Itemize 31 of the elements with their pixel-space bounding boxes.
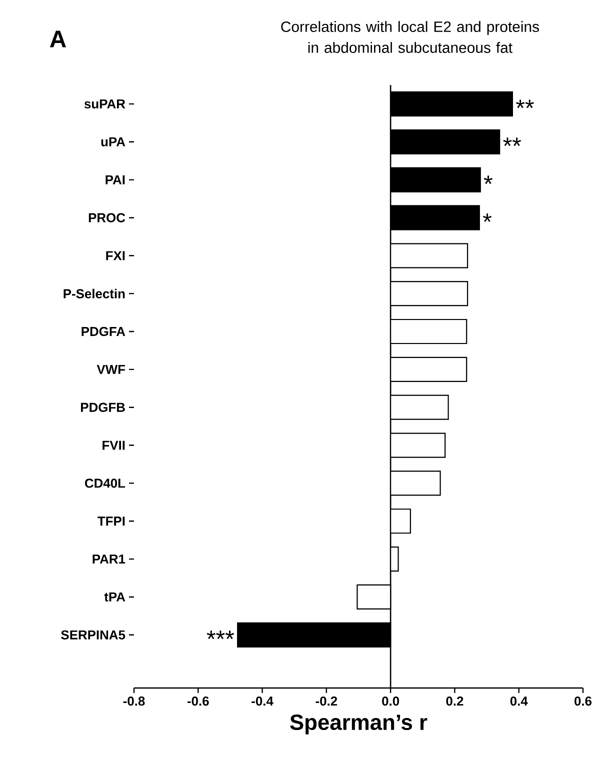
- y-tick-label: PAR1: [92, 554, 126, 564]
- x-tick-label: -0.2: [316, 696, 338, 706]
- y-tick-label: VWF: [96, 364, 126, 374]
- annotation: ***: [206, 630, 234, 640]
- x-axis-title: Spearman’s r: [290, 714, 428, 734]
- y-tick-label: PAI: [106, 175, 125, 184]
- y-tick-label: FXI: [106, 251, 125, 260]
- annotation: *: [484, 176, 493, 184]
- y-tick-label: tPA: [104, 592, 126, 602]
- y-tick-label: suPAR: [84, 99, 126, 108]
- x-tick-label: -0.4: [252, 696, 274, 706]
- y-tick-label: PDGFA: [82, 326, 126, 336]
- chart-title: Correlations with local E2 and proteins in abdominal subcutaneous fat: [281, 21, 539, 53]
- y-tick-label: FVII: [102, 440, 125, 450]
- y-tick-label: uPA: [101, 137, 126, 146]
- annotation: **: [516, 100, 534, 108]
- y-tick-label: P-Selectin: [64, 288, 125, 298]
- x-tick-label: 0.4: [510, 696, 528, 706]
- x-tick-label: 0.6: [574, 696, 592, 706]
- text: A: [50, 30, 66, 48]
- x-tick-label: 0.0: [382, 696, 400, 706]
- x-tick-label: 0.2: [446, 696, 464, 706]
- y-tick-label: PROC: [88, 213, 126, 222]
- annotation: **: [503, 138, 522, 146]
- y-tick-label: SERPINA5: [61, 630, 126, 640]
- annotation: *: [482, 214, 492, 222]
- y-tick-label: TFPI: [98, 516, 125, 526]
- y-tick-label: CD40L: [84, 478, 126, 488]
- y-tick-label: PDGFB: [81, 402, 125, 412]
- x-tick-label: -0.6: [187, 696, 209, 706]
- x-tick-label: -0.8: [123, 696, 145, 706]
